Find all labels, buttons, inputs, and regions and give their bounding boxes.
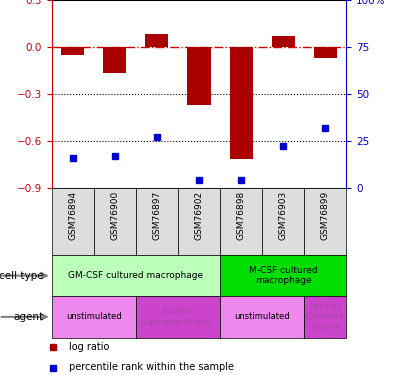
Text: cell type: cell type xyxy=(0,271,44,280)
Text: unstimulated: unstimulated xyxy=(66,312,122,321)
Bar xyxy=(145,34,168,47)
FancyBboxPatch shape xyxy=(304,188,346,255)
Text: GSM76903: GSM76903 xyxy=(279,191,288,240)
Bar xyxy=(103,47,127,74)
FancyBboxPatch shape xyxy=(52,255,220,296)
Bar xyxy=(61,47,84,55)
Text: M-CSF cultured
macrophage: M-CSF cultured macrophage xyxy=(249,266,318,285)
Bar xyxy=(271,36,295,47)
Text: GSM76898: GSM76898 xyxy=(236,191,246,240)
Text: GSM76894: GSM76894 xyxy=(68,191,77,240)
FancyBboxPatch shape xyxy=(220,188,262,255)
Bar xyxy=(230,47,253,159)
FancyBboxPatch shape xyxy=(136,188,178,255)
FancyBboxPatch shape xyxy=(220,255,346,296)
Bar xyxy=(187,47,211,105)
Text: GSM76902: GSM76902 xyxy=(195,191,203,240)
FancyBboxPatch shape xyxy=(94,188,136,255)
Text: log ratio: log ratio xyxy=(68,342,109,352)
Text: agent: agent xyxy=(14,312,44,322)
Text: bacillus
Calmette
-Guerin: bacillus Calmette -Guerin xyxy=(306,302,345,332)
FancyBboxPatch shape xyxy=(304,296,346,338)
Text: unstimulated: unstimulated xyxy=(234,312,290,321)
Text: percentile rank within the sample: percentile rank within the sample xyxy=(68,363,234,372)
FancyBboxPatch shape xyxy=(262,188,304,255)
Text: GSM76897: GSM76897 xyxy=(152,191,162,240)
Text: GM-CSF cultured macrophage: GM-CSF cultured macrophage xyxy=(68,271,203,280)
FancyBboxPatch shape xyxy=(178,188,220,255)
FancyBboxPatch shape xyxy=(220,296,304,338)
Text: GSM76899: GSM76899 xyxy=(321,191,330,240)
FancyBboxPatch shape xyxy=(136,296,220,338)
FancyBboxPatch shape xyxy=(52,296,136,338)
FancyBboxPatch shape xyxy=(52,188,94,255)
Bar xyxy=(314,47,337,58)
Text: bacillus
Calmette-Guerin: bacillus Calmette-Guerin xyxy=(143,307,213,327)
Text: GSM76900: GSM76900 xyxy=(110,191,119,240)
